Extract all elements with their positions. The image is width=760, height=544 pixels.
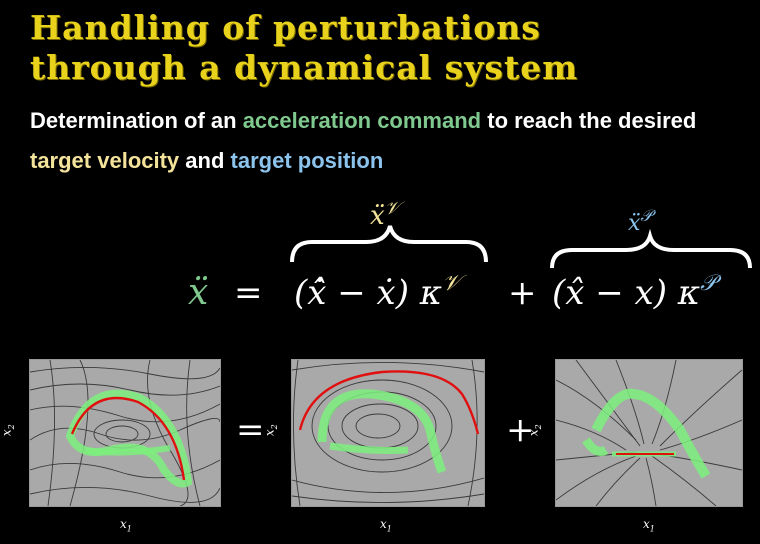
plot3-xlabel: x1 [643, 517, 655, 534]
title-line-1: Handling of perturbations [30, 8, 541, 47]
svg-text:ẍ𝒫: ẍ𝒫 [628, 206, 656, 236]
brace-label-position-sup: 𝒫 [640, 206, 656, 225]
svg-text:ẍ𝒱: ẍ𝒱 [370, 198, 406, 231]
attractor-region-tail [329, 442, 409, 454]
streamline-plot-2 [292, 360, 484, 506]
phase-plot-combined [29, 359, 221, 507]
overbrace-position [550, 228, 752, 269]
plot2-xlabel: x1 [380, 517, 392, 534]
plot2-ylabel: x2 [262, 424, 280, 437]
plot1-ylabel: x2 [0, 424, 17, 437]
streamline-plot-1 [30, 360, 220, 506]
target-velocity-text: target velocity [30, 148, 180, 173]
trajectory [298, 370, 480, 435]
equation-equals: = [234, 273, 263, 313]
plot3-ylabel: x2 [526, 424, 544, 437]
equation: ẍ𝒱 ẍ𝒫 ẍ = (x̂̇ − ẋ) κ𝒱 + (x̂ − x) κ𝒫 [188, 198, 752, 313]
equation-term-position: (x̂ − x) κ [552, 273, 700, 313]
equation-term-position-sup: 𝒫 [700, 271, 722, 296]
acceleration-command-text: acceleration command [242, 108, 482, 133]
subtitle-text-2: to reach the desired [481, 108, 697, 133]
brace-label-position: ẍ [628, 211, 641, 236]
equation-lhs: ẍ [188, 272, 208, 313]
attractor-region-tail [85, 445, 171, 456]
trajectory [70, 396, 186, 481]
attractor-region [591, 388, 711, 479]
streamlines [30, 360, 220, 506]
svg-text:(x̂ − x) κ𝒫: (x̂ − x) κ𝒫 [552, 271, 722, 313]
brace-label-velocity-sup: 𝒱 [385, 198, 406, 219]
phase-plot-velocity [291, 359, 485, 507]
overbrace-velocity [290, 225, 488, 263]
phase-plot-position [555, 359, 743, 507]
streamline-plot-3 [556, 360, 742, 506]
slide-subtitle: Determination of an acceleration command… [30, 101, 750, 181]
brace-label-velocity: ẍ [370, 201, 385, 231]
plot1-xlabel: x1 [120, 517, 132, 534]
equation-plus: + [508, 273, 537, 313]
operator-plus: + [506, 410, 535, 450]
slide-title: Handling of perturbations through a dyna… [30, 8, 578, 88]
title-line-2: through a dynamical system [30, 48, 579, 87]
operator-equals: = [236, 410, 265, 450]
equation-term-velocity-sup: 𝒱 [442, 271, 467, 296]
subtitle-text-3: and [179, 148, 231, 173]
target-position-text: target position [230, 148, 384, 173]
equation-term-velocity: (x̂̇ − ẋ) κ [294, 273, 442, 313]
subtitle-text-1: Determination of an [30, 108, 243, 133]
attractor-region-left [582, 437, 609, 457]
svg-text:(x̂̇ − ẋ) κ𝒱: (x̂̇ − ẋ) κ𝒱 [294, 271, 467, 313]
attractor-region [317, 389, 447, 474]
